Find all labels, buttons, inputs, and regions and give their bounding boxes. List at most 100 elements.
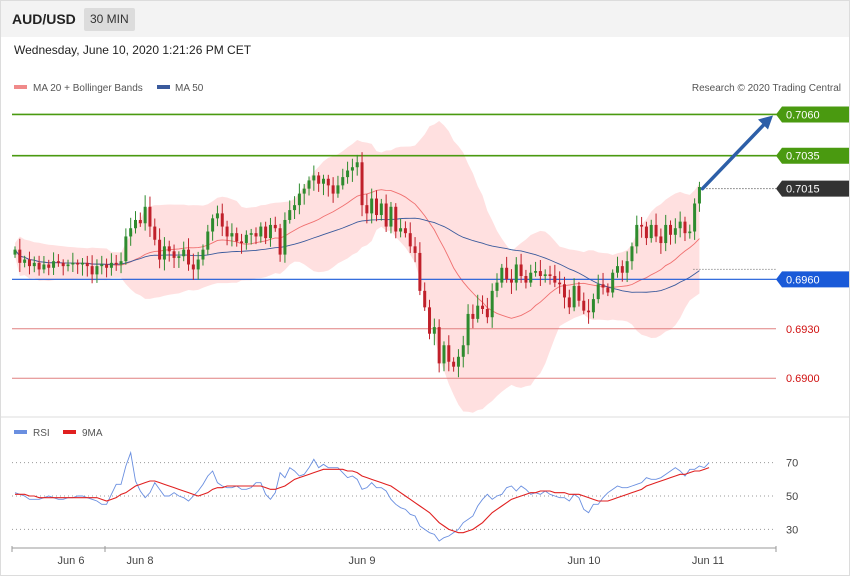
candle-up	[230, 223, 234, 247]
candle-down	[428, 299, 432, 340]
candle-body	[659, 236, 663, 244]
candle-body	[538, 271, 542, 277]
candle-up	[664, 214, 668, 252]
candle-body	[100, 264, 104, 267]
candle-body	[644, 226, 648, 239]
candle-body	[331, 185, 335, 194]
rsi-line	[14, 450, 710, 542]
candle-up	[66, 259, 70, 272]
support-level-label: 0.6930	[786, 324, 820, 336]
candle-body	[577, 285, 581, 301]
candle-down	[331, 177, 335, 203]
candle-body	[640, 224, 644, 227]
candle-up	[109, 253, 113, 276]
candle-down	[601, 272, 605, 295]
candle-body	[365, 205, 369, 214]
candle-up	[288, 200, 292, 224]
bollinger-band	[15, 121, 700, 413]
candle-body	[278, 228, 282, 255]
candle-up	[432, 318, 436, 346]
candle-up	[134, 211, 137, 234]
candle-body	[37, 262, 41, 270]
candle-down	[524, 269, 528, 289]
timestamp: Wednesday, June 10, 2020 1:21:26 PM CET	[14, 43, 252, 57]
candle-up	[543, 269, 547, 283]
candle-body	[408, 233, 412, 247]
candle-body	[196, 259, 200, 270]
forecast-arrow-head	[758, 115, 773, 130]
candle-up	[514, 257, 518, 291]
candle-body	[109, 262, 113, 268]
candle-body	[616, 266, 619, 273]
candle-body	[562, 284, 566, 298]
candle-body	[601, 284, 605, 288]
candle-down	[640, 216, 644, 238]
forecast-arrow-shaft	[700, 121, 767, 191]
candle-down	[471, 304, 475, 329]
candle-down	[548, 265, 552, 285]
candle-body	[52, 261, 56, 268]
candle-down	[452, 357, 456, 372]
candle-body	[611, 272, 615, 293]
candle-up	[572, 278, 576, 312]
candle-up	[673, 218, 677, 244]
candle-down	[538, 259, 542, 286]
candle-down	[148, 196, 152, 237]
candle-down	[505, 256, 509, 283]
candle-up	[495, 273, 499, 298]
candle-down	[240, 233, 244, 254]
candle-down	[365, 193, 369, 224]
candle-body	[288, 210, 292, 220]
price-legend: MA 20 + Bollinger Bands MA 50 Research ©…	[14, 83, 841, 94]
candle-body	[630, 246, 634, 262]
candle-body	[182, 249, 186, 257]
candle-up	[688, 224, 692, 239]
candle-up	[162, 237, 166, 271]
candle-down	[447, 335, 451, 372]
candle-body	[471, 313, 475, 319]
candle-body	[350, 167, 354, 171]
candle-down	[403, 221, 407, 238]
candle-body	[119, 261, 123, 265]
candle-up	[616, 256, 619, 278]
candle-down	[423, 282, 427, 311]
candle-down	[220, 203, 224, 237]
candle-up	[336, 175, 340, 198]
candle-down	[606, 283, 610, 297]
candle-down	[90, 255, 94, 284]
candle-body	[461, 345, 465, 357]
candle-up	[476, 294, 480, 323]
candle-up	[129, 217, 133, 246]
candle-up	[389, 201, 393, 234]
x-tick-label: Jun 6	[58, 555, 85, 567]
candle-body	[697, 187, 701, 204]
candle-up	[182, 241, 186, 262]
rsi-ma-line	[15, 467, 710, 534]
candle-body	[85, 262, 89, 267]
candle-up	[80, 258, 84, 276]
candle-up	[302, 183, 306, 205]
candle-down	[384, 194, 388, 232]
candle-down	[481, 295, 485, 314]
candle-down	[587, 299, 591, 324]
candle-down	[326, 174, 330, 197]
candle-up	[625, 251, 629, 283]
candle-body	[553, 276, 557, 283]
pivot-level-tag	[776, 271, 849, 288]
candle-up	[321, 174, 325, 196]
support-level-label: 0.6900	[786, 373, 820, 385]
candle-down	[558, 271, 562, 294]
candle-down	[273, 216, 277, 232]
candle-body	[346, 170, 350, 178]
candle-down	[683, 216, 687, 242]
candle-down	[418, 242, 422, 296]
candle-body	[399, 228, 403, 232]
candle-up	[42, 256, 46, 274]
candle-body	[191, 264, 195, 270]
candle-down	[582, 292, 586, 315]
candle-up	[249, 228, 253, 245]
candle-body	[505, 267, 509, 280]
timeframe-badge[interactable]: 30 MIN	[84, 8, 135, 31]
candle-body	[61, 262, 65, 267]
